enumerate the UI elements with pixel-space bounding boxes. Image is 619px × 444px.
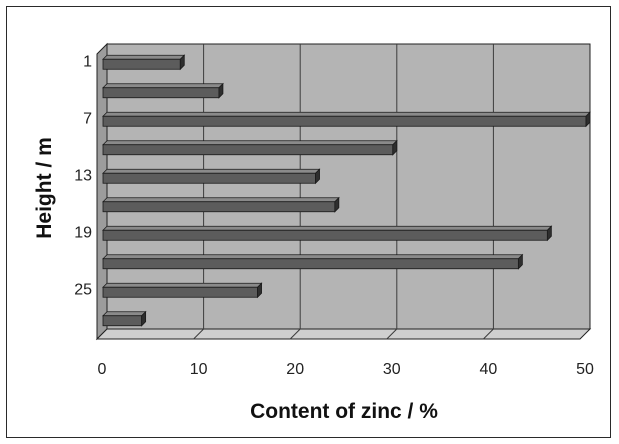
bar-front-face [102, 315, 143, 327]
bar-1 [102, 54, 186, 71]
bar-7 [102, 111, 591, 128]
bar-10 [102, 139, 398, 156]
y-axis-title: Height / m [33, 137, 56, 239]
bar-front-face [102, 144, 394, 156]
bars [102, 54, 591, 327]
bar-front-face [102, 229, 548, 241]
bar-25 [102, 282, 263, 299]
bar-top-face [102, 168, 321, 174]
x-tick-label: 40 [480, 361, 498, 378]
bar-top-face [102, 140, 398, 146]
bar-top-face [102, 225, 553, 231]
bar-front-face [102, 286, 258, 298]
bar-end-face [392, 139, 398, 156]
x-axis-title: Content of zinc / % [250, 400, 438, 423]
x-tick-label: 10 [190, 361, 208, 378]
gridline-floor [386, 328, 398, 340]
x-tick-label: 50 [576, 361, 594, 378]
bar-top-face [102, 111, 591, 117]
bar-end-face [179, 54, 185, 71]
bar-top-face [102, 254, 524, 260]
bar-front-face [102, 172, 316, 184]
gridline-floor [483, 328, 494, 340]
bar-13 [102, 168, 321, 185]
bar-end-face [334, 196, 340, 213]
gridline-floor [289, 328, 301, 340]
bar-end-face [315, 168, 320, 185]
bar-top-face [102, 197, 340, 203]
bar-end-face [257, 282, 262, 299]
bar-16 [102, 196, 340, 213]
bar-top-face [102, 54, 186, 60]
plot-floor [95, 328, 592, 340]
bar-end-face [546, 225, 552, 242]
bar-end-face [517, 253, 523, 270]
y-tick-label: 1 [83, 53, 92, 70]
x-tick-label: 0 [98, 361, 107, 378]
y-tick-label: 25 [74, 281, 92, 298]
bar-front-face [102, 87, 220, 99]
bar-top-face [102, 282, 263, 288]
x-tick-label: 30 [383, 361, 401, 378]
bar-22 [102, 253, 524, 270]
bar-end-face [218, 82, 224, 99]
bar-front-face [102, 201, 336, 213]
y-tick-label: 7 [83, 110, 92, 127]
bar-front-face [102, 115, 587, 127]
bar-19 [102, 225, 553, 242]
y-tick-label: 19 [74, 224, 92, 241]
bar-28 [102, 310, 147, 327]
bar-end-face [141, 310, 147, 327]
y-tick-label: 13 [74, 167, 92, 184]
gridline-floor [193, 328, 204, 340]
bar-top-face [102, 83, 224, 89]
bar-top-face [102, 311, 147, 317]
bar-front-face [102, 58, 181, 70]
bar-end-face [585, 111, 591, 128]
bar-front-face [102, 258, 519, 270]
tick-labels: 0 10 20 30 40 50 1 7 13 19 25 [74, 53, 594, 378]
bar-4 [102, 82, 224, 99]
x-tick-label: 20 [286, 361, 304, 378]
